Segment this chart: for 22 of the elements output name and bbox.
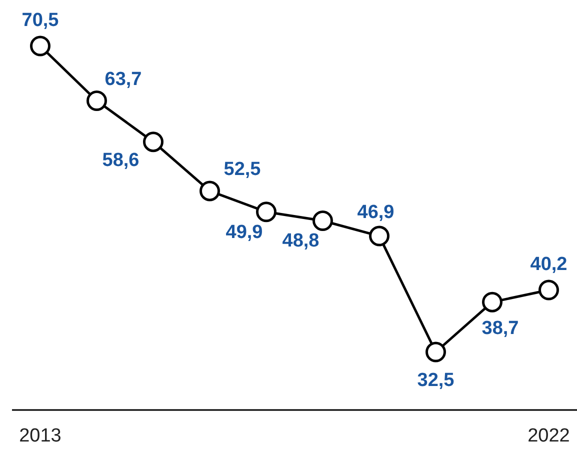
data-label: 38,7 — [482, 318, 519, 340]
data-label: 32,5 — [417, 370, 455, 391]
x-tick-label: 2022 — [528, 425, 570, 446]
point — [143, 132, 164, 152]
data-label: 49,9 — [226, 222, 263, 243]
point — [538, 280, 559, 300]
point — [200, 180, 220, 202]
point — [312, 210, 333, 231]
point — [256, 202, 276, 222]
data-label: 52,5 — [224, 158, 262, 180]
point — [426, 342, 446, 362]
point — [86, 90, 107, 112]
data-label: 63,7 — [104, 68, 142, 90]
data-label: 48,8 — [282, 230, 320, 252]
data-label: 70,5 — [22, 10, 60, 31]
data-label: 40,2 — [530, 254, 568, 275]
point — [482, 292, 502, 312]
point — [30, 36, 50, 56]
data-label: 58,6 — [102, 150, 140, 171]
x-tick-label: 2013 — [19, 425, 62, 446]
data-label: 46,9 — [357, 202, 394, 224]
point — [369, 226, 390, 246]
